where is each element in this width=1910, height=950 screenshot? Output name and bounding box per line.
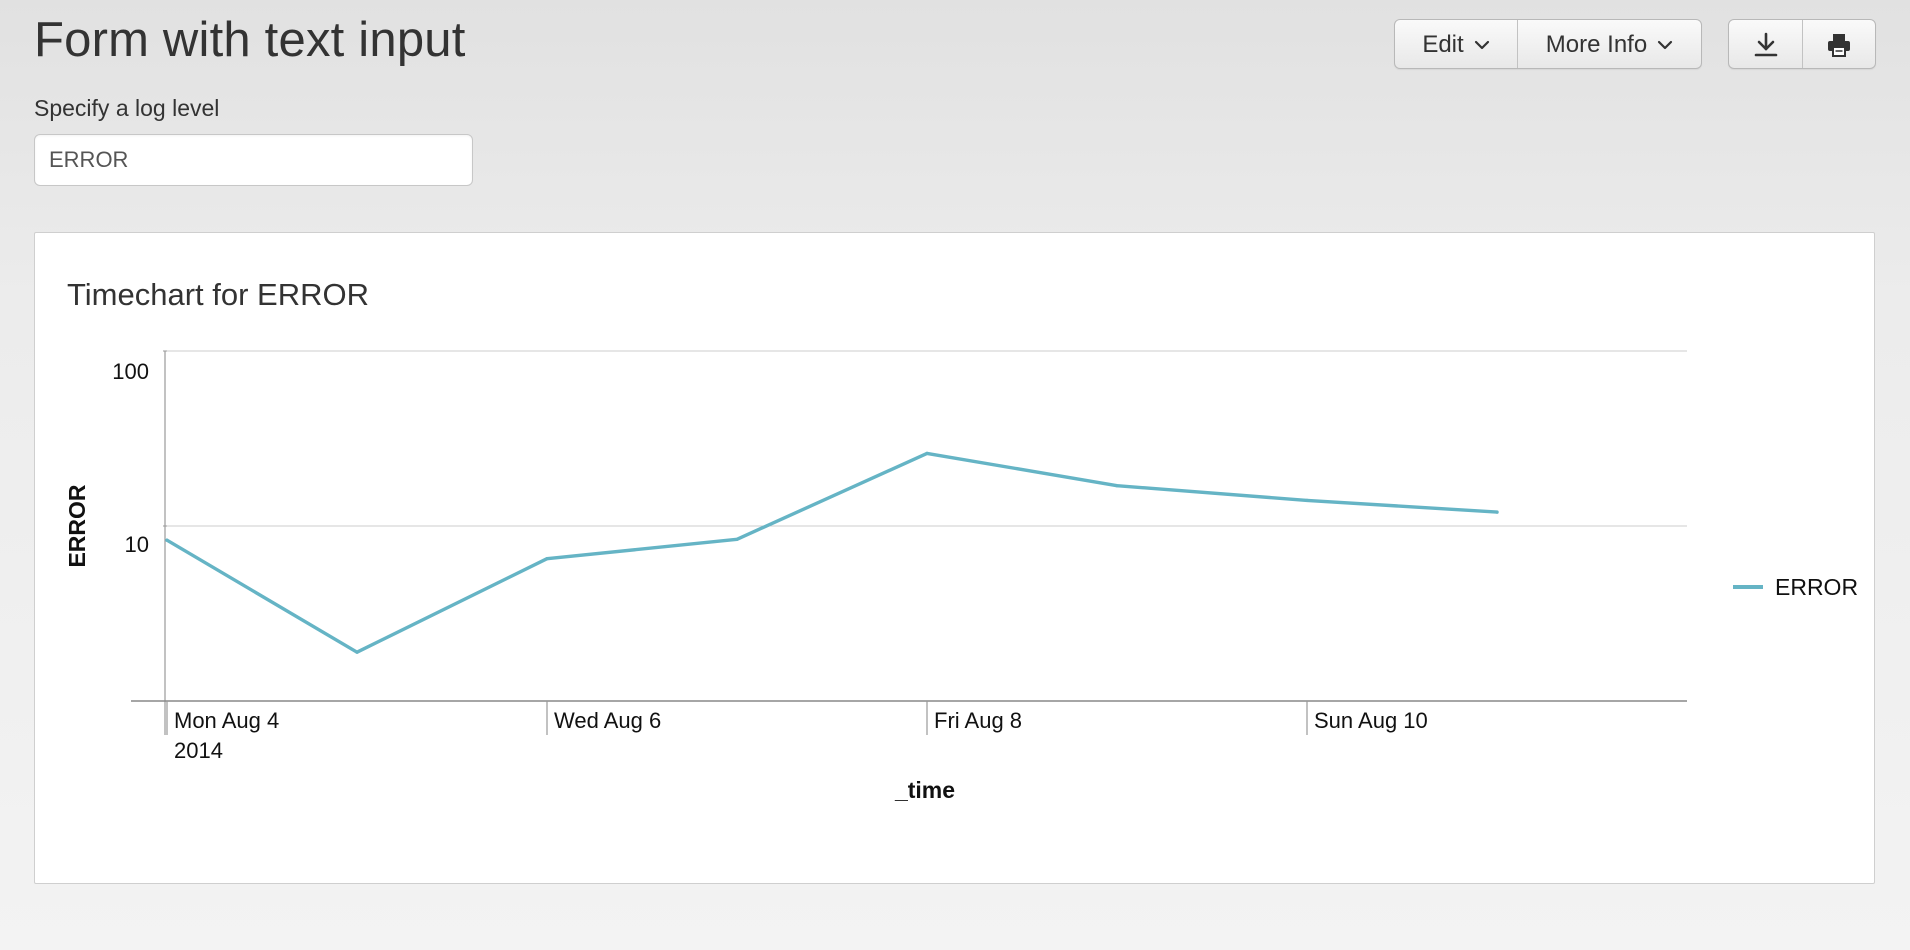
edit-menu-group: Edit More Info bbox=[1394, 19, 1702, 69]
toolbar: Edit More Info bbox=[1394, 19, 1876, 69]
download-icon bbox=[1754, 32, 1777, 57]
export-print-group bbox=[1728, 19, 1876, 69]
data-point bbox=[735, 537, 739, 541]
data-point bbox=[1115, 484, 1119, 488]
edit-button[interactable]: Edit bbox=[1395, 20, 1517, 68]
chevron-down-icon bbox=[1474, 40, 1489, 50]
log-level-input[interactable] bbox=[34, 134, 473, 186]
chevron-down-icon bbox=[1658, 40, 1673, 50]
y-tick-label: 10 bbox=[125, 532, 149, 557]
legend-item-label: ERROR bbox=[1775, 574, 1858, 600]
data-point bbox=[355, 650, 359, 654]
data-point bbox=[545, 557, 549, 561]
more-info-button-label: More Info bbox=[1545, 31, 1648, 58]
chart-panel: Timechart for ERROR 100 10 Mon Aug 4 Wed Au… bbox=[34, 232, 1875, 884]
print-button[interactable] bbox=[1802, 20, 1875, 68]
data-point bbox=[925, 451, 929, 455]
x-tick-label: Sun Aug 10 bbox=[1314, 708, 1428, 733]
panel-title: Timechart for ERROR bbox=[67, 277, 370, 312]
data-point bbox=[1495, 510, 1499, 514]
x-tick-label: Wed Aug 6 bbox=[554, 708, 661, 733]
print-icon bbox=[1828, 34, 1850, 57]
edit-button-label: Edit bbox=[1422, 31, 1464, 58]
data-point bbox=[1305, 498, 1309, 502]
data-point bbox=[165, 538, 169, 542]
more-info-button[interactable]: More Info bbox=[1517, 20, 1701, 68]
export-button[interactable] bbox=[1729, 20, 1802, 68]
timechart: 100 10 Mon Aug 4 Wed Aug 6 Fri Aug 8 Sun Aug … bbox=[64, 350, 1858, 803]
x-tick-label: Mon Aug 4 bbox=[174, 708, 279, 733]
series-line-error bbox=[165, 451, 1499, 654]
x-tick-label: Fri Aug 8 bbox=[934, 708, 1022, 733]
x-axis-label: _time bbox=[894, 777, 955, 803]
x-tick-sublabel: 2014 bbox=[174, 738, 223, 763]
log-level-label: Specify a log level bbox=[34, 95, 220, 121]
page-title: Form with text input bbox=[34, 13, 466, 67]
y-tick-label: 100 bbox=[112, 359, 149, 384]
y-axis-label: ERROR bbox=[64, 484, 90, 567]
